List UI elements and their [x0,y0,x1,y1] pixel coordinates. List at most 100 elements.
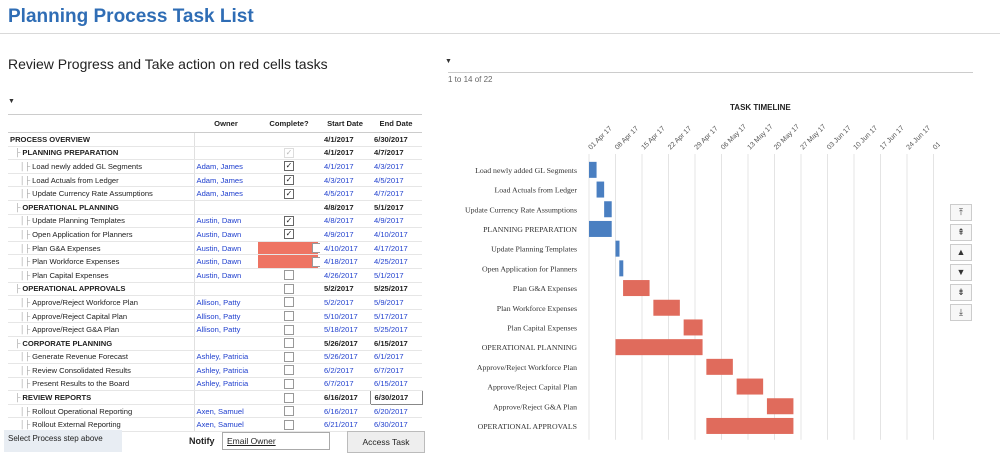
complete-checkbox[interactable] [284,270,294,281]
task-name-cell[interactable]: ├ REVIEW REPORTS [8,390,194,405]
owner-cell[interactable]: Allison, Patty [193,309,258,324]
gantt-bar[interactable] [683,319,703,336]
owner-cell[interactable]: Adam, James [193,186,258,201]
complete-checkbox[interactable] [284,297,294,308]
owner-cell[interactable] [193,200,258,215]
complete-checkbox[interactable] [284,338,294,349]
complete-checkbox[interactable]: ✓ [284,161,294,172]
task-name-cell[interactable]: │├ Plan Workforce Expenses [8,254,194,269]
gantt-bar[interactable] [766,398,794,415]
owner-cell[interactable]: Axen, Samuel [193,404,258,419]
gantt-bar[interactable] [706,417,794,434]
task-name-cell[interactable]: │├ Open Application for Planners [8,227,194,242]
owner-cell[interactable]: Ashley, Patricia [193,363,258,378]
complete-checkbox[interactable] [284,419,294,430]
table-row[interactable]: │├ Load Actuals from Ledger Adam, James ✓ 4/… [8,173,422,188]
owner-cell[interactable]: Austin, Dawn [193,241,258,256]
task-name-cell[interactable]: │├ Approve/Reject Capital Plan [8,309,194,324]
complete-checkbox[interactable] [312,256,320,267]
gantt-bar[interactable] [615,339,703,356]
complete-checkbox[interactable] [284,406,294,417]
table-row[interactable]: │├ Approve/Reject Capital Plan Allison, Pa… [8,309,422,324]
task-name-cell[interactable]: │├ Review Consolidated Results [8,363,194,378]
email-owner-field[interactable]: Email Owner [222,432,330,450]
owner-cell[interactable] [193,390,258,405]
table-row[interactable]: │├ Update Planning Templates Austin, Dawn ✓… [8,214,422,229]
complete-checkbox[interactable] [284,311,294,322]
scroll-top-button[interactable]: ⤒ [950,204,972,221]
complete-checkbox[interactable] [284,324,294,335]
task-name-cell[interactable]: │├ Update Planning Templates [8,214,194,229]
gantt-bar[interactable] [604,201,612,218]
complete-checkbox[interactable]: ✓ [284,175,294,186]
complete-checkbox[interactable]: ✓ [284,229,294,240]
table-row[interactable]: ├ OPERATIONAL APPROVALS 5/2/2017 5/25/2017 [8,282,422,297]
owner-cell[interactable] [193,282,258,297]
table-row[interactable]: ├ REVIEW REPORTS 6/16/2017 6/30/2017 [8,390,423,405]
owner-cell[interactable] [193,146,258,161]
table-row[interactable]: │├ Open Application for Planners Austin, D… [8,227,422,242]
task-name-cell[interactable]: ├ PLANNING PREPARATION [8,146,194,161]
task-name-cell[interactable]: ├ CORPORATE PLANNING [8,336,194,351]
gantt-bar[interactable] [736,378,764,395]
scroll-down-button[interactable]: ▼ [950,264,972,281]
table-collapse-caret[interactable]: ▼ [8,98,15,105]
owner-cell[interactable]: Austin, Dawn [193,254,258,269]
table-row[interactable]: PROCESS OVERVIEW 4/1/2017 6/30/2017 [8,132,422,147]
table-row[interactable]: │├ Review Consolidated Results Ashley, Pat… [8,363,422,378]
gantt-bar[interactable] [596,181,605,198]
table-row[interactable]: │├ Approve/Reject Workforce Plan Allison, … [8,295,422,310]
task-name-cell[interactable]: │├ Present Results to the Board [8,377,194,392]
complete-checkbox[interactable]: ✓ [284,215,294,226]
owner-cell[interactable]: Austin, Dawn [193,214,258,229]
complete-checkbox[interactable]: ✓ [284,188,294,199]
task-name-cell[interactable]: │├ Approve/Reject Workforce Plan [8,295,194,310]
table-row[interactable]: ├ OPERATIONAL PLANNING 4/8/2017 5/1/2017 [8,200,422,215]
task-name-cell[interactable]: │├ Plan Capital Expenses [8,268,194,283]
task-name-cell[interactable]: ├ OPERATIONAL PLANNING [8,200,194,215]
owner-cell[interactable]: Adam, James [193,173,258,188]
gantt-bar[interactable] [619,260,624,277]
access-task-button[interactable]: Access Task [347,431,425,453]
complete-checkbox[interactable] [284,378,294,389]
owner-cell[interactable] [193,336,258,351]
owner-cell[interactable]: Austin, Dawn [193,268,258,283]
complete-checkbox[interactable] [284,392,294,403]
complete-checkbox[interactable] [284,283,294,294]
table-row[interactable]: │├ Update Currency Rate Assumptions Adam, … [8,186,422,201]
owner-cell[interactable]: Ashley, Patricia [193,377,258,392]
gantt-bar[interactable] [623,280,650,297]
table-row[interactable]: │├ Plan G&A Expenses Austin, Dawn 4/10/2017… [8,241,422,256]
task-name-cell[interactable]: ├ OPERATIONAL APPROVALS [8,282,194,297]
complete-checkbox[interactable] [312,243,320,254]
table-row[interactable]: │├ Load newly added GL Segments Adam, Jame… [8,159,422,174]
complete-checkbox[interactable]: ✓ [284,147,294,158]
task-name-cell[interactable]: │├ Plan G&A Expenses [8,241,194,256]
owner-cell[interactable]: Ashley, Patricia [193,350,258,365]
owner-cell[interactable]: Axen, Samuel [193,417,258,433]
owner-cell[interactable]: Adam, James [193,159,258,174]
table-row[interactable]: │├ Present Results to the Board Ashley, Pa… [8,377,422,392]
table-row[interactable]: │├ Plan Capital Expenses Austin, Dawn 4/26/… [8,268,422,283]
task-name-cell[interactable]: │├ Load newly added GL Segments [8,159,194,174]
table-row[interactable]: ├ PLANNING PREPARATION ✓ 4/1/2017 4/7/2017 [8,146,422,161]
task-name-cell[interactable]: │├ Rollout Operational Reporting [8,404,194,419]
owner-cell[interactable]: Austin, Dawn [193,227,258,242]
scroll-bottom-button[interactable]: ⤓ [950,304,972,321]
table-row[interactable]: │├ Plan Workforce Expenses Austin, Dawn 4/1… [8,254,422,269]
table-row[interactable]: │├ Approve/Reject G&A Plan Allison, Patty 5… [8,322,422,337]
chart-collapse-caret[interactable]: ▼ [445,58,452,65]
gantt-bar[interactable] [615,240,620,257]
complete-checkbox[interactable] [284,365,294,376]
task-name-cell[interactable]: │├ Load Actuals from Ledger [8,173,194,188]
task-name-cell[interactable]: PROCESS OVERVIEW [8,132,194,147]
scroll-page-up-button[interactable]: ⇞ [950,224,972,241]
table-row[interactable]: │├ Rollout Operational Reporting Axen, Sam… [8,404,422,419]
gantt-bar[interactable] [653,299,680,316]
owner-cell[interactable]: Allison, Patty [193,322,258,337]
complete-checkbox[interactable] [284,351,294,362]
task-name-cell[interactable]: │├ Generate Revenue Forecast [8,350,194,365]
table-row[interactable]: │├ Generate Revenue Forecast Ashley, Patri… [8,350,422,365]
scroll-page-down-button[interactable]: ⇟ [950,284,972,301]
gantt-bar[interactable] [589,220,612,237]
